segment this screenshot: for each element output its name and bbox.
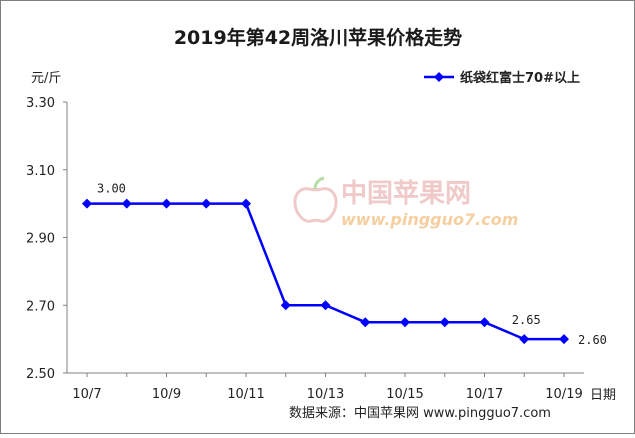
data-point xyxy=(400,317,410,328)
data-point xyxy=(121,198,132,209)
y-tick-label: 3.10 xyxy=(26,164,55,179)
data-point xyxy=(559,334,569,345)
x-tick-label: 10/15 xyxy=(386,387,423,402)
y-axis-label: 元/斤 xyxy=(31,71,61,86)
y-tick-label: 3.30 xyxy=(26,96,55,111)
x-tick-label: 10/9 xyxy=(152,387,181,402)
x-tick-label: 10/17 xyxy=(466,387,503,402)
data-point xyxy=(201,198,212,209)
y-tick-label: 2.90 xyxy=(26,232,55,247)
x-tick-label: 10/11 xyxy=(227,387,264,402)
watermark-en: www.pingguo7.com xyxy=(341,210,518,229)
legend-diamond-icon xyxy=(434,72,444,82)
data-point xyxy=(439,317,450,328)
data-label: 2.65 xyxy=(512,313,541,327)
y-ticks: 3.30 3.10 2.90 2.70 2.50 xyxy=(26,96,67,382)
y-tick-label: 2.70 xyxy=(26,299,55,314)
data-point xyxy=(479,317,490,328)
x-ticks: 10/7 10/9 10/11 10/13 10/15 10/17 10/19 xyxy=(72,373,583,402)
legend-series-name: 纸袋红富士70#以上 xyxy=(460,70,580,86)
data-point xyxy=(320,300,331,311)
chart-title: 2019年第42周洛川苹果价格走势 xyxy=(174,26,462,49)
data-point xyxy=(280,300,291,311)
watermark-cn: 中国苹果网 xyxy=(341,179,471,209)
series-layer xyxy=(82,198,569,345)
legend: 纸袋红富士70#以上 xyxy=(424,70,580,86)
data-label: 2.60 xyxy=(578,333,607,347)
data-point xyxy=(360,317,371,328)
x-tick-label: 10/7 xyxy=(72,387,101,402)
data-point xyxy=(82,198,92,209)
x-axis-label: 日期 xyxy=(590,388,616,403)
data-point xyxy=(519,334,530,345)
apple-logo-icon xyxy=(293,176,338,223)
data-label: 3.00 xyxy=(97,182,126,196)
source-note: 数据来源：中国苹果网 www.pingguo7.com xyxy=(289,406,551,421)
x-tick-label: 10/13 xyxy=(307,387,344,402)
y-tick-label: 2.50 xyxy=(26,367,55,382)
data-point xyxy=(241,198,251,209)
data-labels: 3.00 2.65 2.60 xyxy=(97,182,607,348)
x-tick-label: 10/19 xyxy=(545,387,582,402)
data-point xyxy=(161,198,172,209)
watermark: 中国苹果网 www.pingguo7.com xyxy=(293,176,518,229)
